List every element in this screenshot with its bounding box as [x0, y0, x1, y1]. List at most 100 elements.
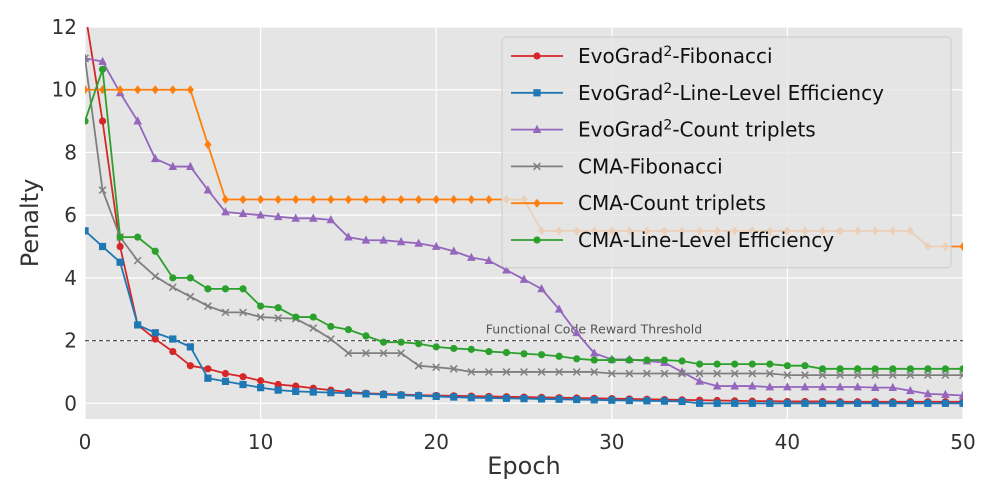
data-point [449, 246, 459, 255]
data-point [572, 327, 581, 337]
data-point [906, 399, 914, 407]
legend-label-main: EvoGrad [578, 81, 663, 105]
data-point [151, 335, 159, 343]
series-group [85, 65, 963, 373]
data-point [344, 349, 353, 358]
data-point [818, 365, 827, 373]
data-point [327, 389, 335, 397]
data-point [98, 186, 107, 195]
data-point [485, 394, 493, 402]
data-point [186, 292, 195, 301]
marker-stroke [871, 371, 880, 380]
data-point [467, 252, 476, 261]
marker-stroke [85, 54, 89, 60]
x-tick-label: 30 [599, 430, 624, 454]
data-point [537, 284, 546, 293]
y-tick-label: 12 [52, 15, 77, 39]
data-point [555, 352, 563, 360]
axis-ticks: 0 10 20 30 40 50 0 2 4 6 8 10 12 [52, 15, 976, 454]
data-point [923, 389, 933, 398]
data-point [116, 258, 124, 266]
marker-stroke [133, 256, 142, 265]
data-point [150, 153, 160, 163]
data-point [959, 371, 963, 380]
data-point [169, 347, 177, 356]
data-point [818, 371, 827, 380]
data-point [660, 397, 669, 405]
data-point [783, 362, 792, 370]
data-point [696, 399, 704, 407]
data-point [414, 361, 423, 370]
data-point [362, 332, 370, 340]
data-point [327, 322, 335, 331]
y-tick-label: 8 [64, 140, 77, 164]
data-point [801, 371, 809, 380]
data-point [309, 388, 317, 396]
legend-label-main: EvoGrad [578, 44, 663, 68]
data-point [889, 399, 897, 407]
data-point [554, 304, 564, 313]
data-point [678, 357, 686, 365]
data-point [85, 54, 89, 63]
data-point [801, 362, 809, 370]
data-point [696, 360, 704, 368]
marker-stroke [590, 368, 599, 376]
data-point [853, 371, 862, 380]
marker-stroke [344, 349, 353, 358]
data-point [502, 265, 511, 274]
data-point [766, 360, 774, 368]
data-point [292, 313, 300, 321]
data-point [484, 255, 494, 265]
data-point [186, 343, 194, 351]
data-point [221, 285, 230, 293]
data-point [467, 194, 475, 204]
data-point [292, 194, 300, 204]
data-point [765, 382, 775, 391]
data-point [870, 382, 880, 392]
data-point [151, 329, 159, 337]
data-point [239, 308, 247, 317]
data-point [151, 272, 160, 281]
data-point [625, 369, 634, 378]
data-point [98, 117, 107, 125]
data-point [450, 194, 458, 204]
data-point [257, 194, 265, 204]
data-point [450, 393, 458, 401]
data-point [344, 389, 352, 397]
data-point [186, 362, 194, 370]
data-point [555, 395, 563, 403]
legend-swatch-marker [532, 124, 542, 133]
data-point [589, 348, 599, 357]
data-point [625, 396, 633, 405]
data-point [607, 369, 616, 378]
marker-stroke [467, 368, 476, 376]
data-point [871, 371, 880, 380]
data-point [169, 335, 177, 343]
data-point [643, 397, 651, 405]
data-point [660, 356, 669, 364]
data-point [748, 369, 757, 378]
x-tick-label: 50 [950, 430, 975, 454]
legend-label: CMA-Line-Level Efficiency [578, 228, 834, 252]
x-tick-label: 0 [79, 430, 92, 454]
data-point [958, 390, 963, 399]
data-point [239, 194, 247, 204]
x-axis-label: Epoch [487, 452, 561, 480]
marker-stroke [765, 369, 774, 378]
marker-stroke [397, 349, 406, 358]
marker-stroke [256, 313, 265, 322]
legend-swatch-marker [533, 162, 541, 171]
marker-stroke [203, 302, 212, 311]
data-point [924, 399, 932, 407]
data-point [308, 213, 318, 222]
marker-stroke [660, 369, 669, 378]
data-point [800, 382, 810, 391]
marker-stroke [625, 369, 634, 378]
data-point [204, 365, 212, 373]
marker-stroke [695, 369, 704, 378]
data-point [379, 349, 388, 358]
data-point [415, 340, 423, 348]
marker-stroke [520, 368, 528, 376]
marker-stroke [678, 369, 686, 378]
